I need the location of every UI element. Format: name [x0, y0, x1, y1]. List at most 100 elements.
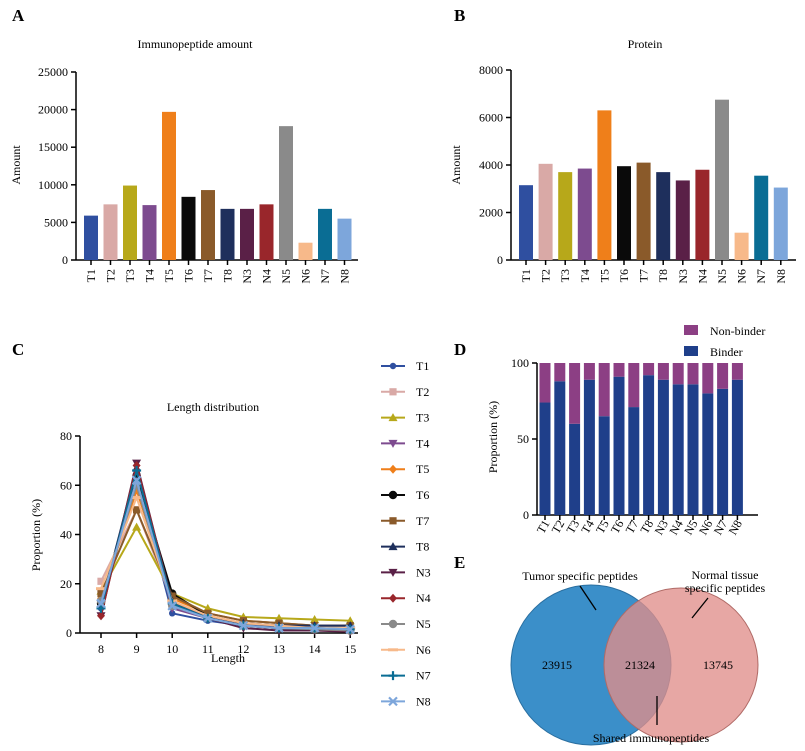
point-N8-9 [131, 475, 142, 486]
venn-label-normal-line1: Normal tissue [692, 568, 759, 582]
x-tick-label-N5: N5 [279, 269, 293, 284]
x-tick-label-10: 10 [166, 642, 178, 656]
chart-b-title: Protein [628, 37, 663, 51]
bar-binder-T8 [643, 375, 655, 515]
legend-label-T8: T8 [416, 540, 429, 554]
x-tick-label-N8: N8 [338, 269, 352, 284]
point-N8-8 [96, 598, 106, 609]
legend-label-T4: T4 [416, 436, 429, 450]
legend-swatch-non-binder [684, 325, 698, 335]
legend-label-T1: T1 [416, 359, 429, 373]
x-tick-label-T3: T3 [563, 518, 582, 537]
legend-marker-T1 [389, 362, 397, 370]
legend-label-T7: T7 [416, 514, 429, 528]
point-T7-8 [97, 590, 105, 598]
bar-binder-N7 [717, 388, 729, 515]
venn-circle-normal [603, 587, 759, 743]
chart-b-protein: Protein Amount 0 2000 4000 6000 8000 T1 T2 T3 T4… [449, 37, 796, 284]
x-tick-label-N6: N6 [299, 269, 313, 284]
bar-binder-T6 [613, 376, 625, 515]
bar-binder-T2 [554, 381, 566, 515]
panel-label-a: A [12, 6, 25, 25]
bar-T1 [84, 215, 98, 260]
x-tick-label-T2: T2 [104, 269, 118, 282]
x-tick-label-N4: N4 [695, 269, 709, 284]
x-tick-label-11: 11 [202, 642, 214, 656]
point-N8-13 [274, 623, 284, 633]
x-tick-label-N7: N7 [711, 518, 730, 538]
legend-label-N6: N6 [416, 643, 431, 657]
chart-c-legend: T1 T2 T3 T4 T5 T6 T7 T8 N3 N4 N5 N6 N7 N8 [381, 359, 431, 708]
x-tick-label-T8: T8 [637, 518, 656, 537]
y-tick-label-50: 50 [517, 432, 529, 446]
bar-N8 [337, 218, 352, 260]
bar-T3 [123, 185, 137, 260]
point-N6-8 [96, 587, 106, 591]
legend-label-T2: T2 [416, 385, 429, 399]
point-N8-14 [309, 623, 320, 633]
venn-pointer-normal [691, 597, 709, 619]
legend-label-T3: T3 [416, 411, 429, 425]
point-T7-11 [204, 609, 212, 617]
point-N7-8 [96, 603, 106, 613]
bar-binder-N6 [702, 393, 714, 515]
y-tick-label-25000: 25000 [38, 65, 68, 79]
bar-T5 [597, 110, 612, 260]
y-tick-label-15000: 15000 [38, 140, 68, 154]
legend-label-T6: T6 [416, 488, 429, 502]
x-tick-label-T2: T2 [549, 518, 568, 537]
x-tick-label-T5: T5 [162, 269, 176, 282]
y-tick-label-100: 100 [511, 356, 529, 370]
bar-binder-T4 [583, 379, 595, 515]
x-tick-label-N5: N5 [715, 269, 729, 284]
y-tick-label-6000: 6000 [479, 111, 503, 125]
y-tick-label-40: 40 [60, 528, 72, 542]
x-tick-label-T2: T2 [539, 269, 553, 282]
chart-c-length-distribution: Length distribution Proportion (%) Lengt… [29, 400, 358, 665]
x-tick-label-13: 13 [273, 642, 285, 656]
x-tick-label-14: 14 [309, 642, 321, 656]
x-tick-label-N8: N8 [726, 518, 745, 538]
y-tick-label-80: 80 [60, 429, 72, 443]
bar-binder-T3 [569, 423, 581, 515]
chart-c-ylabel: Proportion (%) [29, 499, 43, 571]
bar-T7 [201, 190, 215, 260]
bar-binder-N4 [672, 384, 684, 515]
bar-T5 [162, 111, 176, 260]
y-tick-label-10000: 10000 [38, 178, 68, 192]
x-tick-label-T7: T7 [201, 269, 215, 282]
series-T3 [96, 522, 355, 625]
x-tick-label-T8: T8 [221, 269, 235, 282]
y-tick-label-60: 60 [60, 478, 72, 492]
x-tick-label-T4: T4 [143, 269, 157, 282]
legend-swatch-binder [684, 346, 698, 356]
x-tick-label-T5: T5 [597, 269, 611, 282]
x-tick-label-9: 9 [134, 642, 140, 656]
bar-binder-T5 [598, 416, 610, 515]
x-tick-label-N3: N3 [240, 269, 254, 284]
point-N4-9 [132, 461, 141, 471]
chart-c-xlabel: Length [211, 651, 245, 665]
point-N8-12 [238, 620, 249, 631]
bar-non-binder-N6 [702, 363, 714, 394]
bar-non-binder-N8 [731, 363, 743, 380]
point-N8-15 [345, 624, 355, 635]
bar-N3 [240, 208, 254, 260]
chart-d-binder-proportion: Proportion (%) 050100T1T2T3T4T5T6T7T8N3N… [486, 324, 765, 537]
x-tick-label-T6: T6 [182, 269, 196, 282]
legend-label-N4: N4 [416, 591, 431, 605]
x-tick-label-T7: T7 [623, 518, 642, 537]
legend-marker-T6 [388, 490, 398, 500]
chart-a-ylabel: Amount [9, 145, 23, 185]
bar-binder-T1 [539, 402, 551, 515]
x-tick-label-T7: T7 [637, 269, 651, 282]
legend-marker-T8 [388, 542, 398, 551]
bar-non-binder-T2 [554, 363, 566, 382]
y-tick-label-8000: 8000 [479, 63, 503, 77]
legend-marker-N6 [388, 648, 398, 652]
legend-marker-T3 [388, 413, 398, 422]
point-T2-8 [97, 577, 105, 585]
bar-non-binder-T1 [539, 363, 551, 403]
x-tick-label-N4: N4 [666, 518, 685, 538]
legend-label-non-binder: Non-binder [710, 324, 765, 338]
